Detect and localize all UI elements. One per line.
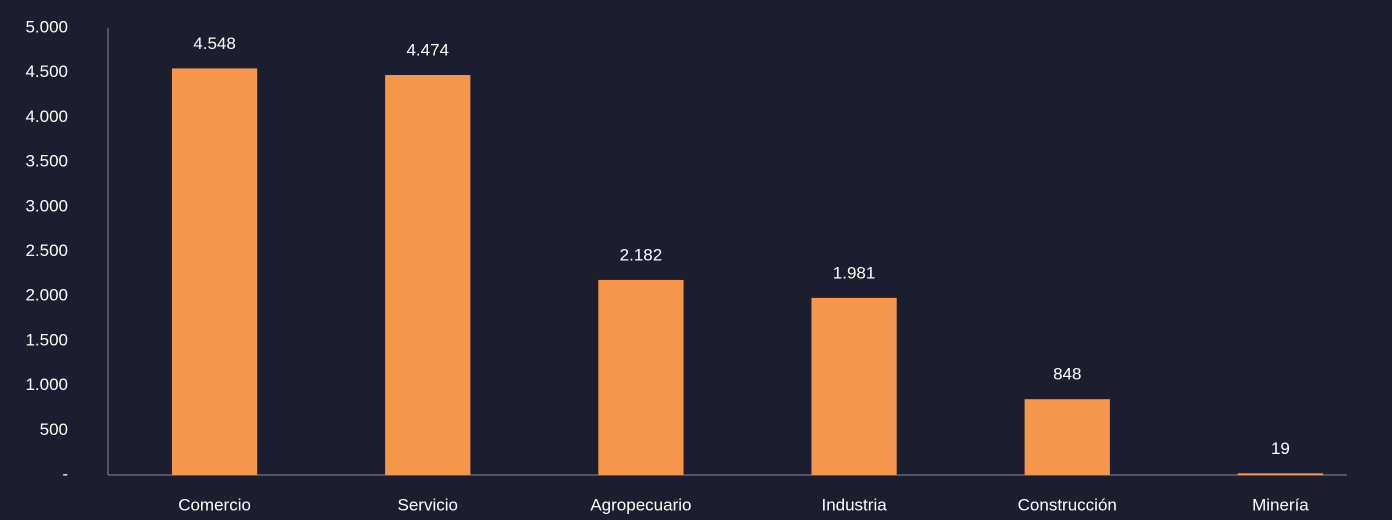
data-label: 848 [1053,365,1081,384]
y-tick-label: 2.500 [25,241,68,260]
y-tick-label: 2.000 [25,286,68,305]
data-label: 4.548 [193,34,236,53]
data-label: 4.474 [406,41,449,60]
bar [385,75,471,475]
bar [811,297,897,475]
y-tick-label: 4.000 [25,107,68,126]
bar [1237,473,1324,475]
y-tick-label: 4.500 [25,62,68,81]
x-tick-label: Servicio [398,495,458,514]
bar [1024,399,1110,475]
x-tick-label: Construcción [1018,495,1117,514]
y-tick-label: 1.000 [25,375,68,394]
y-tick-label: 500 [40,420,68,439]
y-tick-label: 3.000 [25,196,68,215]
y-tick-label: - [62,464,68,483]
y-tick-label: 1.500 [25,330,68,349]
bar [598,279,684,475]
x-tick-label: Comercio [178,495,251,514]
data-label: 19 [1271,439,1290,458]
y-tick-label: 5.000 [25,17,68,36]
x-tick-label: Minería [1252,495,1309,514]
x-tick-label: Agropecuario [590,495,691,514]
data-label: 2.182 [620,245,663,264]
data-label: 1.981 [833,263,876,282]
bar [171,68,258,475]
x-tick-label: Industria [821,495,887,514]
y-tick-label: 3.500 [25,152,68,171]
